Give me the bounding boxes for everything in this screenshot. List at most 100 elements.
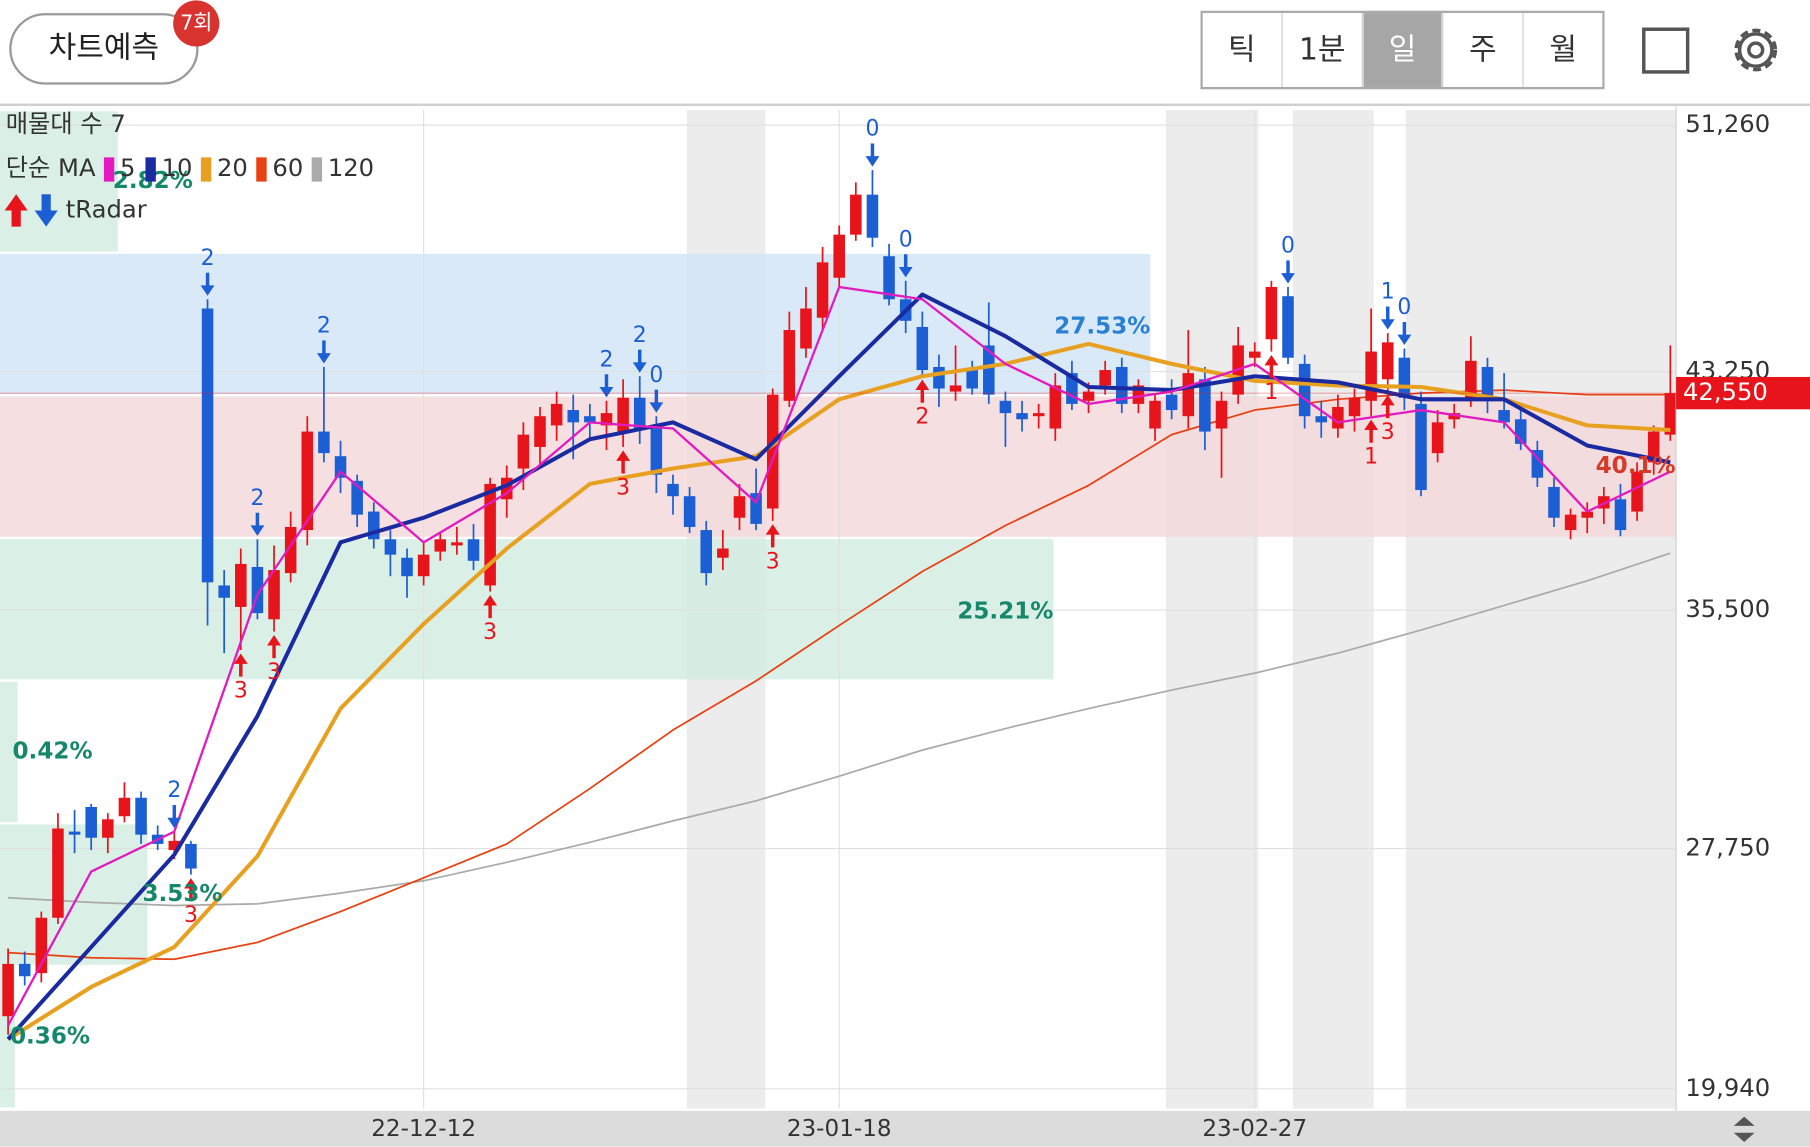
- signal-label: 0: [899, 227, 913, 252]
- candle-body: [1049, 385, 1062, 429]
- interval-tab[interactable]: [1283, 13, 1362, 87]
- candle-body: [1199, 379, 1211, 432]
- signal-label: 0: [1397, 295, 1411, 320]
- candle-body: [850, 194, 862, 235]
- signal-arrow: [250, 525, 265, 536]
- candle-body: [1564, 514, 1577, 531]
- predict-button-label: 차트예측: [49, 30, 159, 65]
- candle-body: [368, 511, 380, 540]
- y-tick-label: 27,750: [1685, 833, 1770, 862]
- ma-line: [7, 341, 1671, 1041]
- x-tick-label: 23-02-27: [1202, 1116, 1307, 1142]
- signal-label: 3: [267, 660, 281, 685]
- candle-body: [800, 308, 812, 349]
- scroll-icon[interactable]: [1733, 1132, 1755, 1143]
- candle-body: [783, 330, 796, 401]
- signal-label: 2: [600, 347, 614, 372]
- signal-label: 3: [1381, 420, 1395, 445]
- candle-body: [700, 530, 712, 574]
- candle-body: [417, 554, 430, 577]
- legend-label: 5: [120, 153, 135, 182]
- signal-arrow: [167, 817, 182, 829]
- scroll-icon[interactable]: [1733, 1116, 1755, 1126]
- signal-label: 2: [915, 405, 929, 430]
- candle-body: [268, 570, 280, 620]
- legend-label: 10: [162, 153, 193, 182]
- candle-body: [750, 493, 762, 524]
- candle-body: [218, 585, 230, 598]
- candle-body: [733, 496, 746, 518]
- candle-body: [1664, 393, 1677, 435]
- candle-body: [451, 542, 463, 546]
- x-tick-label: 22-12-12: [371, 1116, 476, 1142]
- signal-arrow: [1281, 273, 1295, 284]
- candle-body: [1032, 413, 1045, 417]
- ma-line: [7, 285, 1671, 1026]
- candle-body: [2, 963, 14, 1017]
- candle-body: [567, 410, 580, 423]
- legend-swatch: [103, 157, 115, 182]
- signal-arrow: [1380, 319, 1395, 330]
- candle-body: [883, 256, 895, 300]
- y-tick-label: 35,500: [1685, 594, 1770, 623]
- signal-label: 1: [1381, 280, 1395, 305]
- candle-body: [584, 416, 596, 423]
- interval-label: 월: [1549, 33, 1577, 68]
- y-tick-label: 51,260: [1685, 109, 1770, 138]
- interval-tab[interactable]: [1443, 13, 1522, 87]
- interval-tab[interactable]: [1202, 13, 1281, 87]
- candle-body: [301, 431, 314, 531]
- gear-outer: [1734, 28, 1778, 72]
- candle-body: [1365, 351, 1377, 401]
- signal-label: 0: [649, 363, 663, 388]
- shaded-column: [1405, 110, 1677, 1109]
- candle-body: [1016, 413, 1028, 420]
- volume-zone: [0, 396, 1676, 537]
- zone-label: 40.1%: [1596, 453, 1676, 479]
- candle-body: [1348, 397, 1361, 417]
- volume-zone: [0, 681, 18, 823]
- zone-label: 27.53%: [1054, 313, 1150, 339]
- candle-body: [833, 234, 845, 278]
- candles: [2, 170, 1677, 1035]
- legend-label: 60: [272, 153, 303, 182]
- settings-button[interactable]: [1734, 28, 1778, 72]
- signal-arrow: [649, 402, 664, 413]
- candle-body: [284, 526, 297, 574]
- interval-tab[interactable]: [1524, 13, 1603, 87]
- candle-body: [251, 566, 264, 614]
- candle-body: [633, 397, 646, 429]
- candle-body: [916, 326, 929, 371]
- legend-label: 120: [328, 153, 374, 182]
- candle-body: [1165, 394, 1178, 411]
- candle-body: [135, 797, 147, 835]
- candle-body: [18, 963, 31, 977]
- interval-tab[interactable]: [1363, 13, 1442, 87]
- gear-ring: [1737, 32, 1774, 68]
- signal-label: 2: [317, 314, 331, 339]
- x-axis-bar: [0, 1110, 1810, 1147]
- candle-body: [351, 480, 363, 515]
- shaded-column: [1292, 110, 1374, 1109]
- candle-body: [866, 194, 879, 238]
- candle-body: [550, 403, 563, 426]
- candle-body: [683, 496, 696, 527]
- signal-arrow: [267, 635, 281, 646]
- candle-body: [1099, 370, 1111, 386]
- candle-body: [434, 539, 447, 552]
- candle-body: [1248, 351, 1261, 358]
- candle-body: [999, 400, 1012, 414]
- signal-arrow: [1264, 355, 1279, 366]
- volume-zone: [0, 111, 118, 252]
- zone-count: 매물대 수 7: [6, 109, 126, 138]
- candle-body: [1581, 511, 1593, 518]
- predict-button[interactable]: [9, 13, 199, 85]
- fullscreen-button[interactable]: [1642, 27, 1690, 74]
- badge-label: 7회: [180, 10, 212, 34]
- candle-body: [35, 917, 48, 974]
- candle-body: [933, 366, 945, 389]
- signal-arrow: [632, 362, 647, 373]
- signal-arrow: [915, 379, 930, 391]
